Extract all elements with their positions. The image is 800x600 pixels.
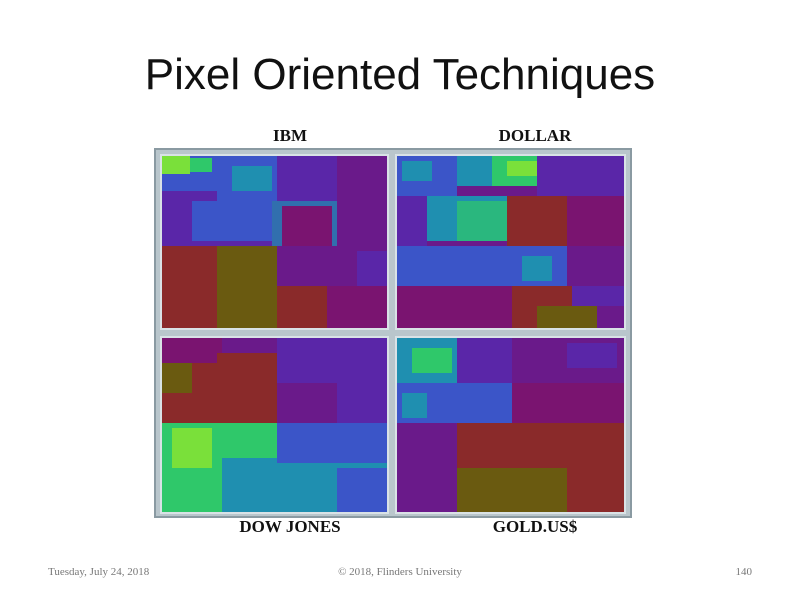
panel-label-dollar: DOLLAR [498,126,572,145]
footer-page-number: 140 [735,566,753,578]
slide-title: Pixel Oriented Techniques [144,50,656,99]
panel-label-ibm: IBM [273,126,307,145]
pixel-map-ibm [162,156,387,328]
pixel-map-dollar [397,156,624,328]
footer-date: Tuesday, July 24, 2018 [48,566,150,578]
pixel-visualization-figure [154,148,632,518]
pixel-map-gold [397,338,624,512]
panel-gold [395,336,626,514]
panel-ibm [160,154,389,330]
panel-dow-jones [160,336,389,514]
panel-label-gold: GOLD.US$ [492,517,578,536]
panel-label-dow-jones: DOW JONES [239,517,341,536]
footer-copyright: © 2018, Flinders University [338,566,462,578]
panel-dollar [395,154,626,330]
pixel-map-dow-jones [162,338,387,512]
